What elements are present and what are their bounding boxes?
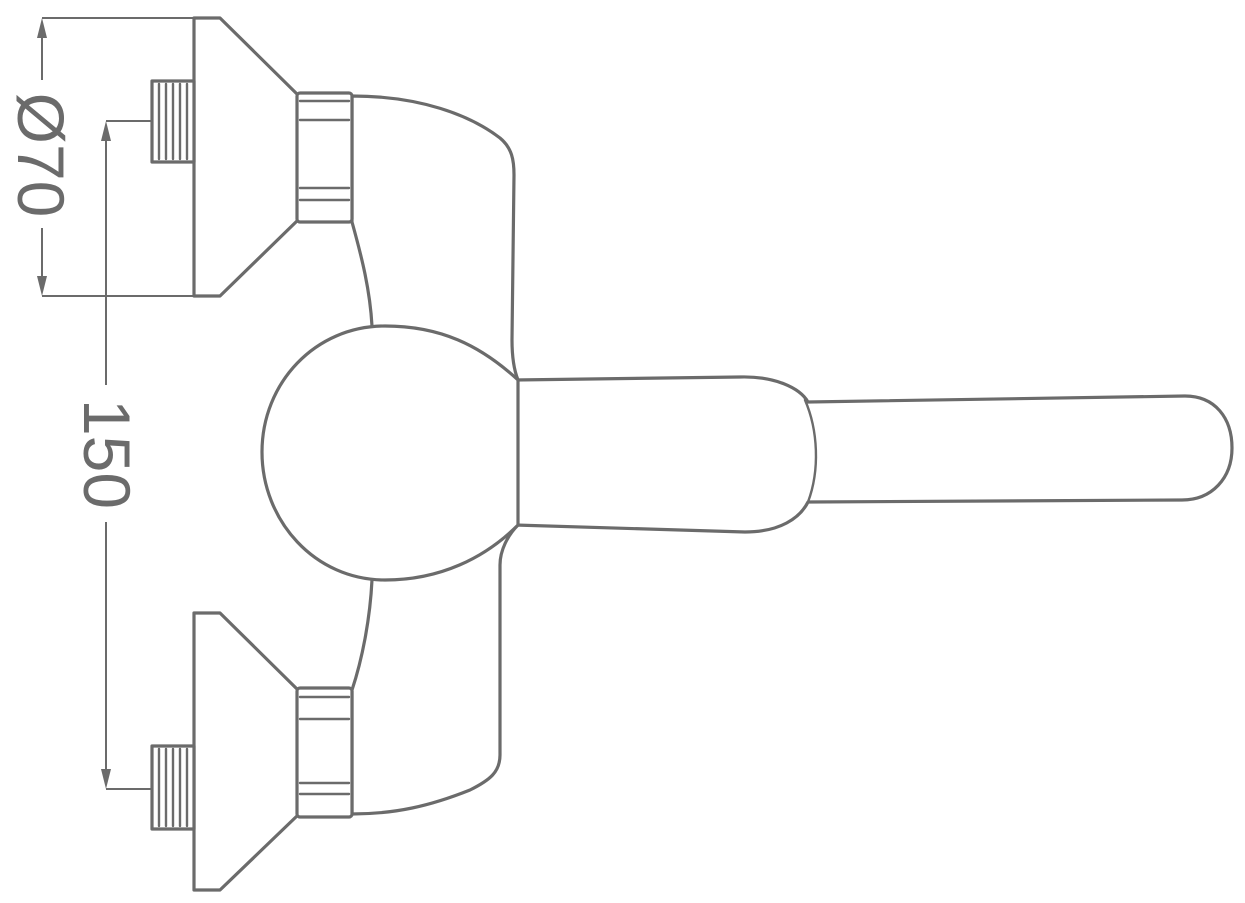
spacing-label: 150 (70, 399, 144, 509)
diameter-arrow-bottom (37, 276, 47, 296)
top-hex-nut (295, 91, 354, 224)
spacing-arrow-bottom (101, 769, 111, 789)
diameter-arrow-top (37, 18, 47, 38)
bottom-wall-flange (192, 611, 300, 892)
cartridge-dome (260, 324, 520, 582)
bottom-threaded-inlet (150, 744, 196, 831)
bottom-hex-nut (295, 686, 354, 819)
diameter-dimension: Ø70 (4, 17, 220, 297)
lever-handle (513, 375, 1234, 534)
top-threaded-inlet (150, 79, 196, 164)
spacing-dimension: 150 (70, 120, 152, 790)
diameter-label: Ø70 (4, 93, 78, 218)
top-wall-flange (192, 16, 300, 298)
spacing-arrow-top (101, 121, 111, 141)
